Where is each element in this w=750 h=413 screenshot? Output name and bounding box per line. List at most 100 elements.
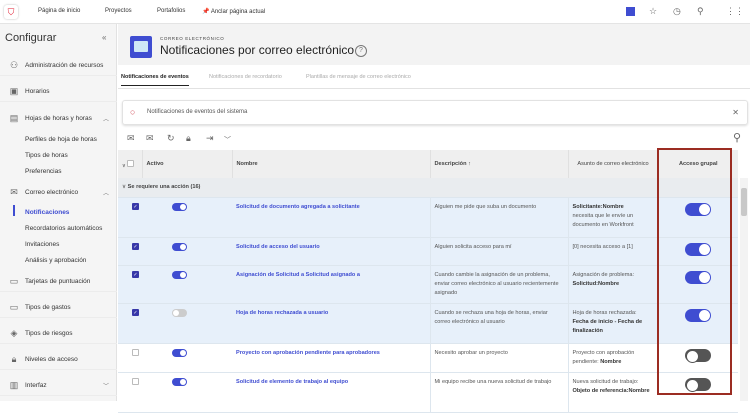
pin-page-button[interactable]: 📌 Anclar página actual <box>202 9 266 15</box>
sidebar-item-resources[interactable]: ⚇ Administración de recursos <box>0 56 117 76</box>
timesheet-icon: ▤ <box>9 112 19 123</box>
logo-icon[interactable]: ⛉ <box>4 5 18 19</box>
group-row[interactable]: ∨ Se requiere una acción (16) <box>118 178 738 198</box>
col-subject[interactable]: Asunto de correo electrónico <box>568 150 659 178</box>
row-checkbox[interactable]: ✓ <box>132 243 139 250</box>
apps-icon[interactable]: ⋮⋮ <box>726 6 744 16</box>
active-toggle[interactable] <box>172 309 187 317</box>
notifications-table: ∨ Activo Nombre Descripción ↑ Asunto de … <box>118 150 738 413</box>
col-active[interactable]: Activo <box>142 150 233 178</box>
row-checkbox[interactable]: ✓ <box>132 309 139 316</box>
chevron-up-icon: ︿ <box>102 190 109 197</box>
row-checkbox[interactable]: ✓ <box>132 271 139 278</box>
select-all-checkbox[interactable] <box>127 159 135 167</box>
active-toggle[interactable] <box>172 243 187 251</box>
table-row[interactable]: ✓ Solicitud de acceso del usuario Alguie… <box>118 237 738 266</box>
lock-icon: 🔒︎ <box>11 354 17 364</box>
sidebar-sub-review-approval[interactable]: Análisis y aprobación <box>25 257 87 264</box>
page-header <box>118 24 750 65</box>
sidebar-sub-timesheet-profiles[interactable]: Perfiles de hoja de horas <box>25 136 97 143</box>
col-name[interactable]: Nombre <box>232 150 431 178</box>
people-icon: ⚇ <box>9 60 19 70</box>
risk-icon: ◈ <box>10 328 18 338</box>
table-header: ∨ Activo Nombre Descripción ↑ Asunto de … <box>118 150 738 178</box>
group-access-toggle[interactable] <box>685 309 711 322</box>
mail-settings-icon[interactable]: ✉ <box>127 133 135 143</box>
sidebar-item-interface[interactable]: ▥ Interfaz ﹀ <box>0 376 117 396</box>
table-row[interactable]: Proyecto con aprobación pendiente para a… <box>118 343 738 373</box>
mail-icon: ✉ <box>10 186 18 197</box>
sidebar-item-risk-types[interactable]: ◈ Tipos de riesgos <box>0 324 117 344</box>
active-toggle[interactable] <box>172 203 187 211</box>
calendar-icon: ▣ <box>9 86 19 96</box>
sidebar-sub-invitations[interactable]: Invitaciones <box>25 241 60 248</box>
sidebar-sub-preferences[interactable]: Preferencias <box>25 168 62 175</box>
sidebar-item-timesheets[interactable]: ▤ Hojas de horas y horas ︿ <box>0 108 117 128</box>
table-search-icon[interactable]: ⚲ <box>733 132 742 144</box>
sidebar-sub-hour-types[interactable]: Tipos de horas <box>25 152 68 159</box>
select-all[interactable]: ∨ <box>118 150 143 178</box>
search-icon: ○ <box>130 107 136 117</box>
group-access-toggle[interactable] <box>685 349 711 363</box>
history-icon[interactable]: ◷ <box>673 6 681 16</box>
group-access-toggle[interactable] <box>685 378 711 392</box>
layout-icon: ▥ <box>9 380 19 390</box>
collapse-icon[interactable]: « <box>102 33 107 42</box>
page-title: Notificaciones por correo electrónico <box>160 43 355 57</box>
sidebar-item-scorecards[interactable]: ▭ Tarjetas de puntuación <box>0 272 117 292</box>
table-row[interactable]: Solicitud de elemento de trabajo al equi… <box>118 372 738 413</box>
clear-icon[interactable]: ✕ <box>732 108 739 117</box>
lock-icon[interactable]: 🔒︎ <box>186 133 191 143</box>
col-description[interactable]: Descripción ↑ <box>430 150 569 178</box>
user-icon[interactable] <box>626 7 635 16</box>
nav-projects[interactable]: Proyectos <box>105 8 132 14</box>
col-group-access[interactable]: Acceso grupal <box>658 150 738 178</box>
active-indicator <box>13 205 15 216</box>
active-toggle[interactable] <box>172 271 187 279</box>
refresh-icon[interactable]: ↻ <box>167 133 175 143</box>
search-icon[interactable]: ⚲ <box>697 6 704 16</box>
scrollbar-thumb[interactable] <box>741 188 747 216</box>
tab-email-templates[interactable]: Plantillas de mensaje de correo electrón… <box>306 74 411 80</box>
star-icon[interactable]: ☆ <box>649 6 658 16</box>
mail-edit-icon[interactable]: ✉ <box>146 133 154 143</box>
active-toggle[interactable] <box>172 378 187 386</box>
expense-icon: ▭ <box>9 302 19 312</box>
top-bar: ⛉ Página de inicio Proyectos Portafolios… <box>0 0 750 24</box>
export-icon[interactable]: ⇥ <box>206 133 214 143</box>
row-checkbox[interactable] <box>132 349 139 356</box>
sidebar-item-expense-types[interactable]: ▭ Tipos de gastos <box>0 298 117 318</box>
group-access-toggle[interactable] <box>685 243 711 256</box>
row-checkbox[interactable] <box>132 378 139 385</box>
chevron-down-icon[interactable]: ﹀ <box>224 137 231 144</box>
nav-portfolios[interactable]: Portafolios <box>157 8 186 14</box>
search-input[interactable]: ○ Notificaciones de eventos del sistema … <box>122 100 748 125</box>
table-row[interactable]: ✓ Solicitud de documento agregada a soli… <box>118 197 738 238</box>
group-access-toggle[interactable] <box>685 203 711 216</box>
pin-icon: 📌 <box>202 9 210 15</box>
sidebar-sub-auto-reminders[interactable]: Recordatorios automáticos <box>25 225 103 232</box>
active-toggle[interactable] <box>172 349 187 357</box>
sidebar-item-schedules[interactable]: ▣ Horarios <box>0 82 117 102</box>
sidebar-title: Configurar <box>5 32 57 44</box>
chevron-up-icon: ︿ <box>102 116 109 123</box>
table-row[interactable]: ✓ Asignación de Solicitud a Solicitud as… <box>118 265 738 304</box>
scorecard-icon: ▭ <box>9 276 19 286</box>
tab-event-notifications[interactable]: Notificaciones de eventos <box>121 74 189 86</box>
sidebar: Configurar « ⚇ Administración de recursos… <box>0 24 117 401</box>
row-checkbox[interactable]: ✓ <box>132 203 139 210</box>
scrollbar[interactable] <box>740 178 748 401</box>
tab-bar: Notificaciones de eventos Notificaciones… <box>118 68 750 89</box>
table-row[interactable]: ✓ Hoja de horas rechazada a usuario Cuan… <box>118 303 738 344</box>
sidebar-item-access-levels[interactable]: 🔒︎ Niveles de acceso <box>0 350 117 370</box>
tab-reminder-notifications[interactable]: Notificaciones de recordatorio <box>209 74 282 80</box>
email-icon <box>130 36 152 58</box>
chevron-down-icon: ﹀ <box>102 384 109 390</box>
page-kicker: CORREO ELECTRÓNICO <box>160 36 225 41</box>
help-icon[interactable]: ? <box>355 45 367 57</box>
group-access-highlight <box>657 148 732 395</box>
sidebar-item-email[interactable]: ✉ Correo electrónico ︿ <box>0 182 117 202</box>
group-access-toggle[interactable] <box>685 271 711 284</box>
nav-home[interactable]: Página de inicio <box>38 8 81 14</box>
sidebar-sub-notifications[interactable]: Notificaciones <box>25 209 70 216</box>
